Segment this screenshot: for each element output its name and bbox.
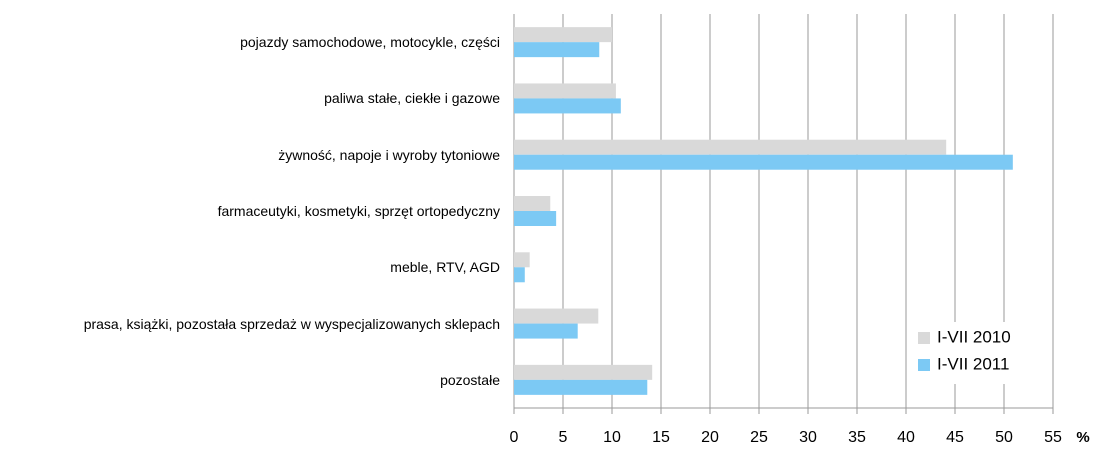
bar	[514, 364, 653, 380]
bar	[514, 83, 616, 99]
x-tick-label: 35	[848, 429, 866, 446]
category-label: pojazdy samochodowe, motocykle, części	[240, 14, 500, 70]
x-tick-label: 0	[510, 429, 519, 446]
bar	[514, 98, 621, 114]
legend-swatch	[918, 359, 930, 371]
x-tick-label: 50	[995, 429, 1013, 446]
bar	[514, 379, 648, 395]
category-text: farmaceutyki, kosmetyki, sprzęt ortopedy…	[217, 202, 500, 219]
category-label: pozostałe	[440, 352, 500, 408]
bar	[514, 308, 599, 324]
bar	[514, 252, 530, 268]
category-label: meble, RTV, AGD	[390, 239, 500, 295]
category-label: paliwa stałe, ciekłe i gazowe	[324, 70, 500, 126]
category-label: prasa, książki, pozostała sprzedaż w wys…	[84, 295, 500, 351]
x-tick-label: 15	[652, 429, 670, 446]
legend-swatch	[918, 332, 930, 344]
legend-label: I-VII 2010	[937, 327, 1011, 346]
legend-box	[912, 322, 1052, 384]
category-label: farmaceutyki, kosmetyki, sprzęt ortopedy…	[218, 183, 500, 239]
x-tick-label: 25	[750, 429, 768, 446]
bar	[514, 27, 612, 43]
bar	[514, 139, 947, 155]
category-text: pojazdy samochodowe, motocykle, części	[240, 34, 500, 51]
x-tick-label: 10	[603, 429, 621, 446]
x-tick-label: 40	[897, 429, 915, 446]
x-tick-label: 45	[946, 429, 964, 446]
bar	[514, 267, 525, 283]
legend-label: I-VII 2011	[937, 354, 1009, 373]
x-tick-label: 5	[559, 429, 568, 446]
bar	[514, 154, 1013, 170]
category-text: prasa, książki, pozostała sprzedaż w wys…	[83, 315, 500, 332]
x-tick-label: 30	[799, 429, 817, 446]
x-tick-label: 20	[701, 429, 719, 446]
bar	[514, 42, 600, 58]
category-label: żywność, napoje i wyroby tytoniowe	[278, 127, 500, 183]
category-text: żywność, napoje i wyroby tytoniowe	[278, 146, 500, 163]
bar	[514, 211, 557, 226]
category-text: meble, RTV, AGD	[390, 259, 500, 276]
x-axis-label: %	[1076, 429, 1089, 446]
category-text: pozostałe	[440, 371, 500, 388]
x-tick-label: 55	[1044, 429, 1062, 446]
bar	[514, 323, 578, 339]
category-text: paliwa stałe, ciekłe i gazowe	[324, 90, 500, 107]
bar	[514, 196, 551, 211]
